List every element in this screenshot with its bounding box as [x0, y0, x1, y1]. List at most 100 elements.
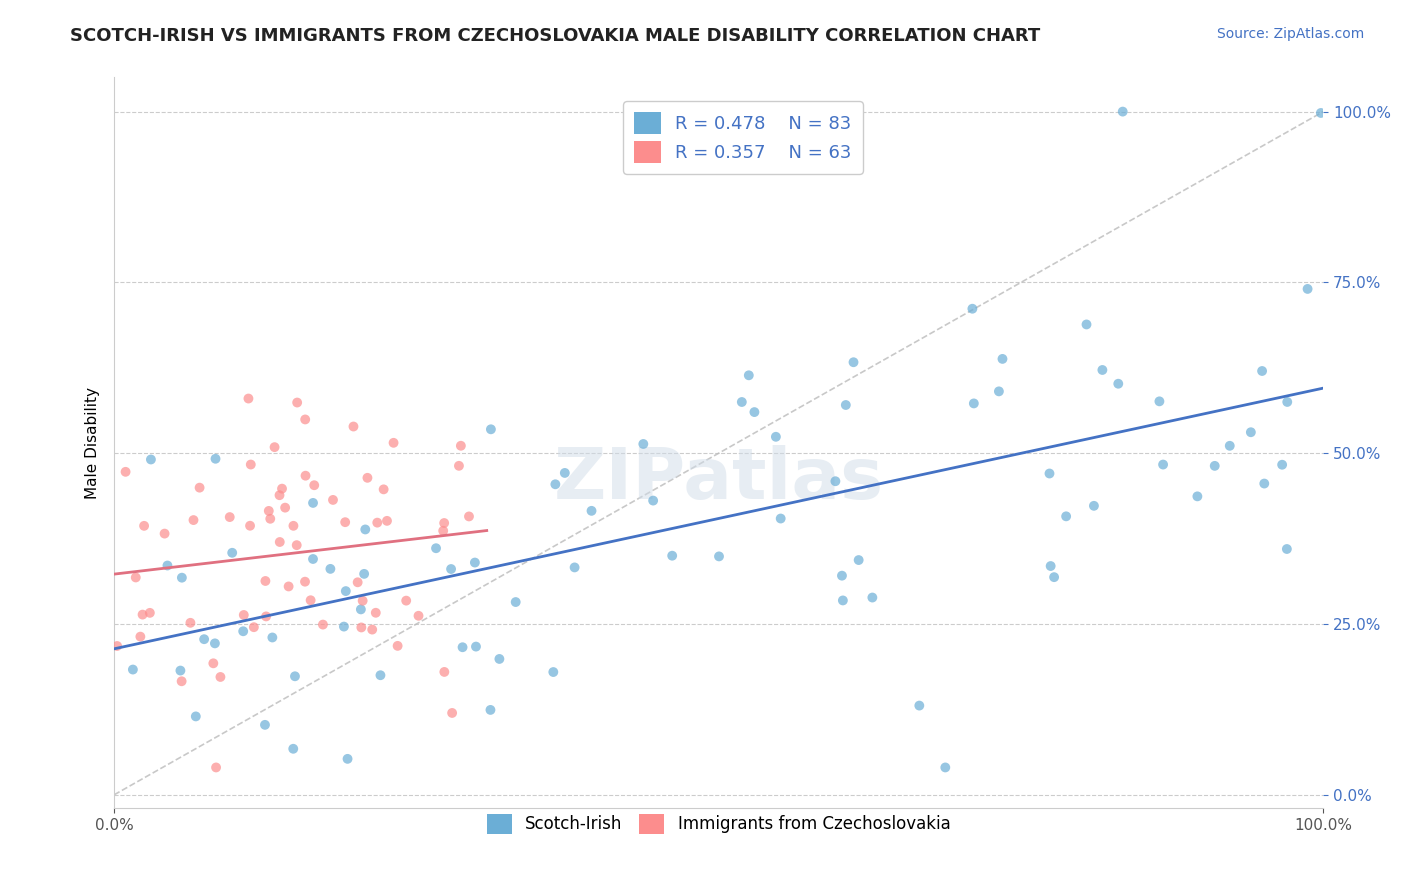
Point [346, 575, 368, 590]
Point [479, 422, 502, 436]
Text: SCOTCH-IRISH VS IMMIGRANTS FROM CZECHOSLOVAKIA MALE DISABILITY CORRELATION CHART: SCOTCH-IRISH VS IMMIGRANTS FROM CZECHOSL… [70, 27, 1040, 45]
Point [239, 518, 262, 533]
Point [274, 500, 297, 515]
Point [156, 558, 179, 573]
Point [464, 556, 486, 570]
Point [232, 624, 254, 639]
Point [283, 741, 305, 756]
Point [294, 412, 316, 426]
Point [294, 574, 316, 589]
Point [458, 509, 481, 524]
Point [963, 396, 986, 410]
Point [333, 619, 356, 633]
Point [254, 609, 277, 624]
Point [218, 510, 240, 524]
Point [254, 574, 277, 588]
Point [425, 541, 447, 556]
Point [257, 504, 280, 518]
Point [769, 511, 792, 525]
Point [283, 518, 305, 533]
Point [366, 516, 388, 530]
Point [1039, 559, 1062, 574]
Point [991, 351, 1014, 366]
Point [370, 668, 392, 682]
Point [183, 513, 205, 527]
Point [581, 504, 603, 518]
Point [188, 481, 211, 495]
Point [505, 595, 527, 609]
Point [269, 488, 291, 502]
Point [302, 552, 325, 566]
Point [1152, 458, 1174, 472]
Point [356, 471, 378, 485]
Point [842, 355, 865, 369]
Point [322, 492, 344, 507]
Point [353, 566, 375, 581]
Legend: Scotch-Irish, Immigrants from Czechoslovakia: Scotch-Irish, Immigrants from Czechoslov… [477, 804, 960, 844]
Point [1219, 439, 1241, 453]
Point [352, 593, 374, 607]
Point [1277, 395, 1299, 409]
Point [387, 639, 409, 653]
Point [731, 395, 754, 409]
Point [707, 549, 730, 564]
Point [285, 538, 308, 552]
Point [105, 639, 128, 653]
Point [263, 440, 285, 454]
Point [544, 477, 567, 491]
Point [661, 549, 683, 563]
Point [299, 593, 322, 607]
Point [262, 631, 284, 645]
Point [259, 512, 281, 526]
Point [129, 630, 152, 644]
Point [441, 706, 464, 720]
Point [831, 593, 853, 607]
Point [450, 439, 472, 453]
Point [202, 657, 225, 671]
Point [987, 384, 1010, 399]
Point [184, 709, 207, 723]
Point [1271, 458, 1294, 472]
Point [1309, 106, 1331, 120]
Point [908, 698, 931, 713]
Point [1240, 425, 1263, 440]
Point [139, 452, 162, 467]
Point [962, 301, 984, 316]
Point [408, 608, 430, 623]
Point [294, 468, 316, 483]
Point [125, 570, 148, 584]
Point [479, 703, 502, 717]
Point [204, 451, 226, 466]
Point [564, 560, 586, 574]
Point [738, 368, 761, 383]
Point [153, 526, 176, 541]
Point [170, 674, 193, 689]
Point [1187, 489, 1209, 503]
Point [319, 562, 342, 576]
Point [312, 617, 335, 632]
Point [239, 458, 262, 472]
Point [451, 640, 474, 655]
Point [433, 665, 456, 679]
Point [382, 435, 405, 450]
Point [131, 607, 153, 622]
Point [824, 474, 846, 488]
Point [285, 395, 308, 409]
Text: Source: ZipAtlas.com: Source: ZipAtlas.com [1216, 27, 1364, 41]
Point [765, 430, 787, 444]
Point [1107, 376, 1129, 391]
Point [465, 640, 488, 654]
Point [350, 620, 373, 634]
Point [744, 405, 766, 419]
Point [221, 546, 243, 560]
Point [361, 623, 384, 637]
Point [554, 466, 576, 480]
Point [114, 465, 136, 479]
Point [1043, 570, 1066, 584]
Point [122, 663, 145, 677]
Point [860, 591, 883, 605]
Point [543, 665, 565, 679]
Point [335, 584, 357, 599]
Point [139, 606, 162, 620]
Point [1296, 282, 1319, 296]
